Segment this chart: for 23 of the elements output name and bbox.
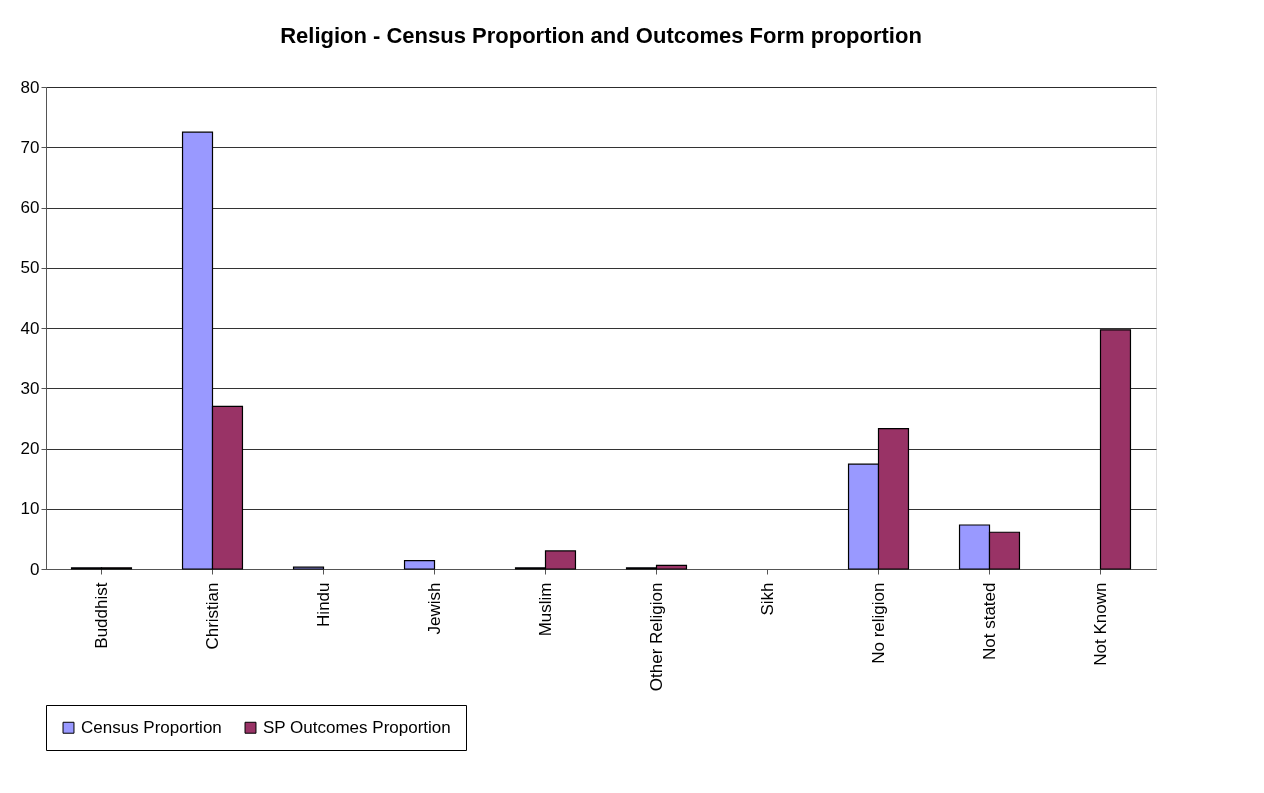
y-tick-label: 60 xyxy=(20,198,40,217)
y-tick-label: 0 xyxy=(30,559,40,579)
x-tick-label: Jewish xyxy=(424,582,444,635)
x-tick-label: Christian xyxy=(202,582,222,650)
x-tick-label: Buddhist xyxy=(91,582,111,649)
y-tick-label: 10 xyxy=(20,499,40,519)
x-tick-label: Muslim xyxy=(535,582,555,637)
y-tick-label: 30 xyxy=(20,378,40,398)
x-tick-label: Sikh xyxy=(757,582,777,616)
x-tick-label: No religion xyxy=(868,582,888,664)
x-tick-label: Not stated xyxy=(979,582,999,660)
chart-title: Religion - Census Proportion and Outcomes Form proportion xyxy=(280,23,922,48)
legend-label: Census Proportion xyxy=(81,717,222,737)
x-tick-label: Hindu xyxy=(313,582,333,627)
y-tick-label: 50 xyxy=(20,258,40,278)
bar xyxy=(403,559,436,570)
legend-label: SP Outcomes Proportion xyxy=(263,717,451,737)
y-tick-label: 20 xyxy=(20,439,40,458)
y-tick-label: 80 xyxy=(20,77,40,97)
y-tick-label: 40 xyxy=(20,318,40,338)
y-tick-label: 70 xyxy=(20,137,40,157)
x-tick-label: Other Religion xyxy=(646,582,666,692)
x-tick-label: Not Known xyxy=(1090,582,1110,666)
